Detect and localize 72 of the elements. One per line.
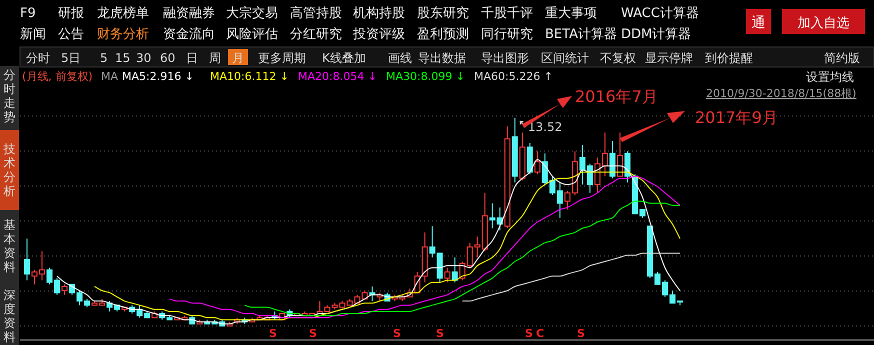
text: 到价提醒 xyxy=(705,51,753,65)
text: 股东研究 xyxy=(417,6,469,21)
text: S xyxy=(436,327,444,340)
text: 画线 xyxy=(388,51,412,65)
text: 盈利预测 xyxy=(417,27,469,42)
text: 风险评估 xyxy=(226,27,278,42)
text: 日 xyxy=(186,51,198,65)
text: 千股千评 xyxy=(481,6,533,21)
text: 导出图形 xyxy=(481,51,529,65)
text: 技术分析 xyxy=(2,142,16,198)
text: BETA计算器 xyxy=(545,27,617,42)
text: MA20:8.054 ↓ xyxy=(298,70,377,83)
text: 新闻 xyxy=(20,27,46,42)
text: 2016年7月 xyxy=(575,87,658,106)
text: 不复权 xyxy=(600,51,636,65)
text: C xyxy=(536,327,544,340)
text: MA5:2.916 ↓ xyxy=(122,70,194,83)
text: S xyxy=(269,327,278,340)
text: 2010/9/30-2018/8/15(88根) xyxy=(706,87,856,100)
text: 通 xyxy=(752,15,766,31)
text: 更多周期 xyxy=(258,51,306,65)
text: MA xyxy=(101,70,118,83)
text: S xyxy=(393,327,402,340)
text: S xyxy=(309,327,318,340)
text: (月线, 前复权) xyxy=(22,70,93,83)
text: 5日 xyxy=(61,51,81,65)
text: 分红研究 xyxy=(290,27,342,42)
text: 导出数据 xyxy=(418,51,466,65)
candlestick xyxy=(24,238,30,281)
text: 设置均线 xyxy=(806,70,854,84)
text: 融资融券 xyxy=(163,6,215,21)
text: F9 xyxy=(20,6,36,21)
text: 机构持股 xyxy=(353,6,405,21)
text: MA30:8.099 ↓ xyxy=(386,70,465,83)
annotation: 13.52 xyxy=(528,120,562,134)
text: 同行研究 xyxy=(481,27,533,42)
text: 公告 xyxy=(58,27,84,42)
text: S xyxy=(577,327,586,340)
text: 资金流向 xyxy=(163,26,215,42)
text: 显示停牌 xyxy=(645,51,693,65)
text: 重大事项 xyxy=(545,6,597,21)
candlestick xyxy=(616,132,623,177)
text: K线叠加 xyxy=(322,51,366,65)
text: 大宗交易 xyxy=(226,5,278,21)
candlestick xyxy=(609,140,616,179)
candlestick xyxy=(62,284,68,296)
text: 周 xyxy=(209,51,221,65)
text: 研报 xyxy=(58,6,84,21)
text: 高管持股 xyxy=(290,5,342,21)
text: 5 xyxy=(100,51,108,65)
text: WACC计算器 xyxy=(621,6,699,21)
text: DDM计算器 xyxy=(621,27,692,42)
text: 60 xyxy=(160,51,176,65)
text: 加入自选 xyxy=(798,16,850,31)
text: 2017年9月 xyxy=(695,108,778,127)
text: 财务分析 xyxy=(97,27,149,42)
text: 分时走势 xyxy=(4,68,16,124)
text: 简约版 xyxy=(824,51,860,65)
text: S xyxy=(525,327,534,340)
text: 投资评级 xyxy=(352,27,405,42)
text: MA60:5.226 ↑ xyxy=(474,70,553,83)
text: 30 xyxy=(136,51,152,65)
candlestick xyxy=(534,150,540,175)
text: 分时 xyxy=(26,51,50,65)
text: 深度资料 xyxy=(4,288,16,344)
text: 区间统计 xyxy=(541,51,589,65)
text: MA10:6.112 ↓ xyxy=(210,70,289,83)
text: 15 xyxy=(115,51,130,65)
text: 基本资料 xyxy=(4,218,16,274)
text: 龙虎榜单 xyxy=(97,6,149,21)
candlestick xyxy=(444,267,450,283)
text: 月 xyxy=(232,51,244,65)
